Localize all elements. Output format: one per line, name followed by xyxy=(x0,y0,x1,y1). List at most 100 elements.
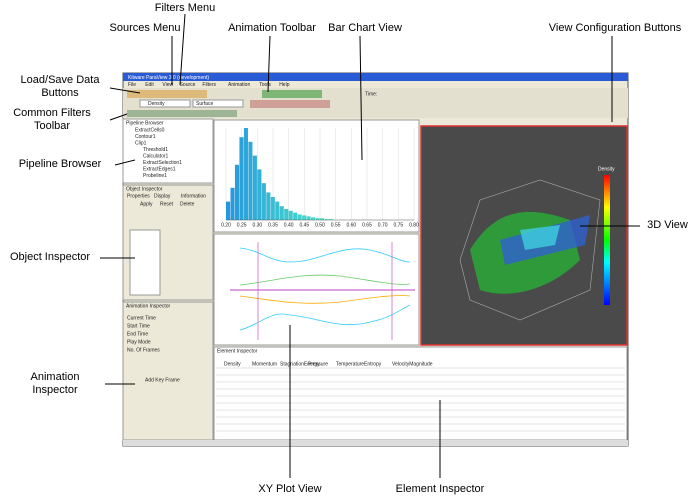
toolbar-icons xyxy=(127,90,330,117)
label-load-save: Load/Save Data Buttons xyxy=(20,74,100,99)
legend-title: Density xyxy=(598,166,615,172)
color-legend xyxy=(604,175,610,305)
bar xyxy=(297,214,302,220)
xy-curves xyxy=(230,242,415,340)
pipeline-item: Clip1 xyxy=(135,140,147,146)
column-header: Density xyxy=(224,361,241,367)
x-tick-label: 0.80 xyxy=(409,222,419,228)
x-tick-label: 0.55 xyxy=(331,222,341,228)
3d-model xyxy=(459,179,601,321)
pipeline-item: ExtractEdges1 xyxy=(143,166,176,172)
bar xyxy=(248,141,253,220)
bar xyxy=(270,197,275,220)
bar xyxy=(328,219,334,220)
x-tick-label: 0.20 xyxy=(221,222,231,228)
bar xyxy=(324,219,329,220)
tab: Properties xyxy=(127,193,150,199)
color-by: Density xyxy=(148,101,165,107)
tab: Display xyxy=(154,193,171,199)
bar xyxy=(302,215,307,220)
title-bar xyxy=(123,73,628,81)
x-tick-label: 0.75 xyxy=(393,222,403,228)
bar xyxy=(315,218,320,220)
pipeline-item: Contour1 xyxy=(135,134,156,140)
x-tick-label: 0.45 xyxy=(299,222,309,228)
button: Reset xyxy=(160,201,174,207)
field-label: Start Time xyxy=(127,323,150,329)
x-tick-label: 0.30 xyxy=(252,222,262,228)
menu-item: Animation xyxy=(228,82,250,88)
button: Delete xyxy=(180,201,195,207)
bar xyxy=(275,201,280,220)
bar xyxy=(243,128,248,220)
field-label: End Time xyxy=(127,331,148,337)
xy-plot-view xyxy=(213,233,420,346)
label-object-inspector: Object Inspector xyxy=(9,251,91,263)
bar xyxy=(311,217,316,220)
element-inspector-title: Element Inspector xyxy=(217,348,258,354)
pipeline-item: Threshold1 xyxy=(143,147,168,153)
field-label: Current Time xyxy=(127,315,156,321)
pipeline-title: Pipeline Browser xyxy=(126,120,164,126)
label-element-inspector: Element Inspector xyxy=(395,483,485,495)
x-tick-label: 0.50 xyxy=(315,222,325,228)
bar xyxy=(230,187,235,220)
menu-item: Filters xyxy=(202,82,216,88)
bar xyxy=(320,218,325,220)
bar xyxy=(293,212,298,220)
menu-bar: File Edit View Source Filters Animation Tools H… xyxy=(128,82,290,88)
pipeline-item: ExtractCells0 xyxy=(135,127,165,133)
label-sources-menu: Sources Menu xyxy=(109,22,181,34)
bar xyxy=(261,183,266,220)
animation-inspector-title: Animation Inspector xyxy=(126,303,171,309)
bar xyxy=(239,137,244,220)
label-view-config: View Configuration Buttons xyxy=(548,22,682,34)
bar xyxy=(284,208,289,220)
bar xyxy=(226,201,231,220)
label-common-filters: Common Filters Toolbar xyxy=(13,107,91,132)
time-label: Time: xyxy=(365,91,377,97)
menu-item: Source xyxy=(180,82,196,88)
label-3d-view: 3D View xyxy=(647,219,688,231)
column-header: Pressure xyxy=(308,361,328,367)
representation: Surface xyxy=(196,101,213,107)
x-tick-label: 0.70 xyxy=(378,222,388,228)
column-header: Momentum xyxy=(252,361,277,367)
menu-item: View xyxy=(162,82,173,88)
label-animation-inspector: Animation Inspector xyxy=(30,371,80,396)
x-tick-label: 0.60 xyxy=(346,222,356,228)
button: Add Key Frame xyxy=(145,377,180,383)
x-tick-label: 0.40 xyxy=(284,222,294,228)
x-tick-label: 0.25 xyxy=(237,222,247,228)
pipeline-item: Calculator1 xyxy=(143,153,169,159)
pipeline-item: ExtractSelection1 xyxy=(143,160,182,166)
pipeline-item: Probeline1 xyxy=(143,173,167,179)
bar xyxy=(234,164,240,220)
column-header: Temperature xyxy=(336,361,364,367)
label-animation-toolbar: Animation Toolbar xyxy=(228,22,316,34)
column-header: Entropy xyxy=(364,361,382,367)
field-label: Play Mode xyxy=(127,339,151,345)
bar xyxy=(266,192,271,220)
object-inspector-title: Object Inspector xyxy=(126,186,163,192)
bar xyxy=(252,155,257,220)
label-xy-plot: XY Plot View xyxy=(258,483,322,495)
menu-item: Edit xyxy=(145,82,154,88)
window-title: Kitware ParaView 3.0 (development) xyxy=(128,75,209,81)
x-tick-label: 0.35 xyxy=(268,222,278,228)
bar xyxy=(279,206,284,220)
bar-chart-view xyxy=(213,119,420,233)
column-header: StagnationEnergy xyxy=(280,361,320,367)
label-filters-menu: Filters Menu xyxy=(154,2,216,14)
bar xyxy=(288,210,293,220)
label-pipeline-browser: Pipeline Browser xyxy=(18,158,102,170)
label-bar-chart: Bar Chart View xyxy=(328,22,402,34)
button: Apply xyxy=(140,201,153,207)
bar xyxy=(257,169,262,220)
field-label: No. Of Frames xyxy=(127,347,160,353)
menu-item: File xyxy=(128,82,136,88)
column-header: VelocityMagnitude xyxy=(392,361,433,367)
callout-lines xyxy=(100,13,640,478)
